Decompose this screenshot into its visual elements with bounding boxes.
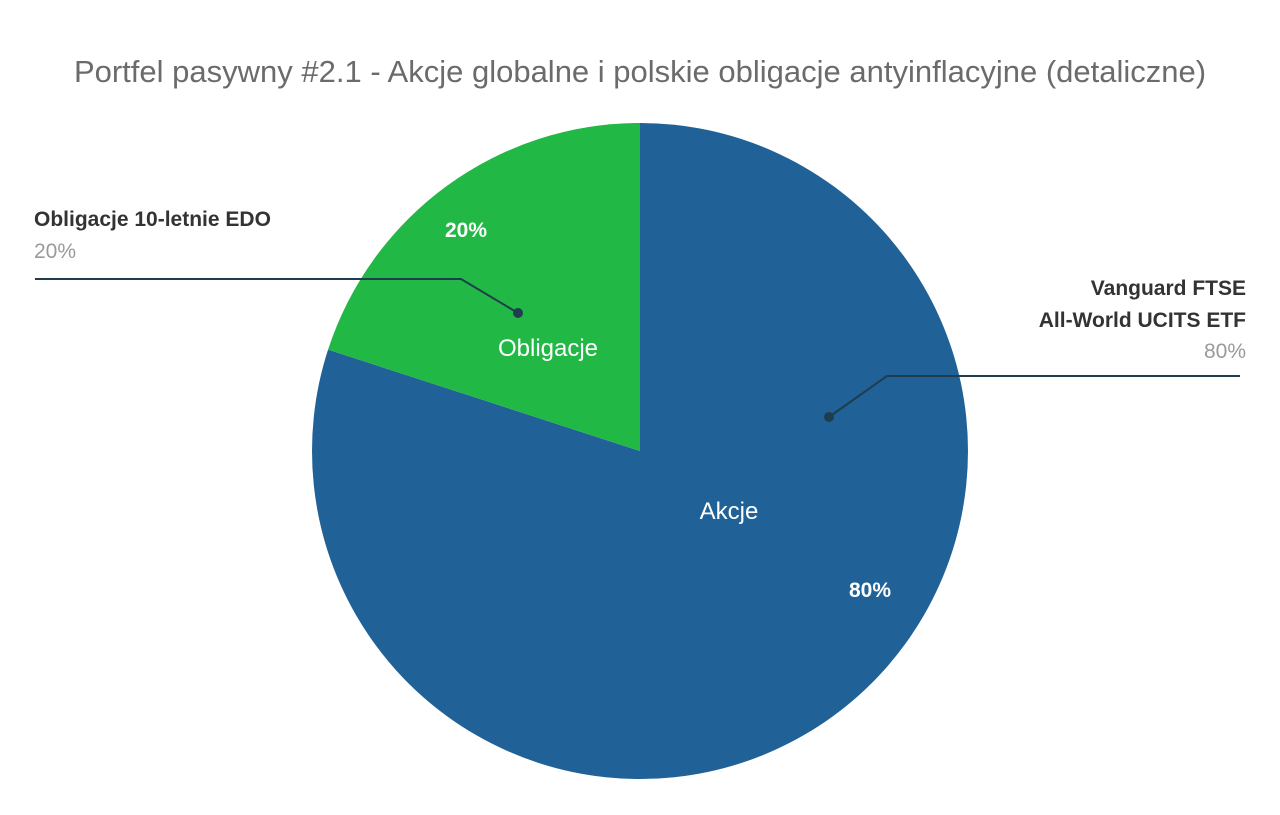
slice-percent-akcje: 80%: [849, 579, 891, 602]
slice-percent-obligacje: 20%: [445, 219, 487, 242]
legend-name-akcje: Vanguard FTSE: [1091, 277, 1246, 300]
leader-dot-obligacje: [513, 308, 523, 318]
legend-percent-obligacje: 20%: [34, 240, 76, 263]
leader-line-akcje: [828, 375, 1240, 418]
leader-line-obligacje: [35, 278, 519, 314]
legend-name-akcje: All-World UCITS ETF: [1039, 309, 1246, 332]
legend-name-obligacje: Obligacje 10-letnie EDO: [34, 208, 271, 231]
leader-dot-akcje: [824, 412, 834, 422]
slice-label-obligacje: Obligacje: [498, 335, 598, 362]
slice-label-akcje: Akcje: [700, 498, 759, 525]
chart-title: Portfel pasywny #2.1 - Akcje globalne i …: [74, 54, 1206, 89]
pie-slice-obligacje: [328, 123, 640, 451]
legend-percent-akcje: 80%: [1204, 340, 1246, 363]
